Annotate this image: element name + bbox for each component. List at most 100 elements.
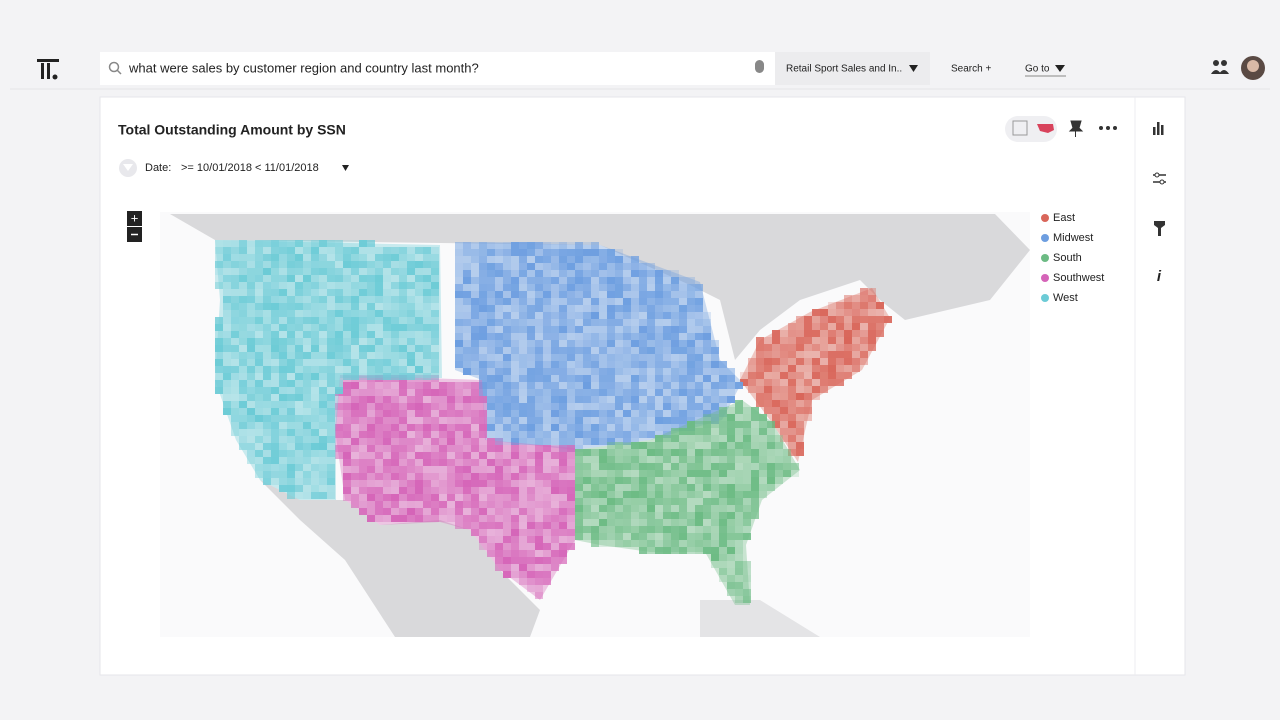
county: [591, 463, 599, 470]
county: [463, 487, 471, 494]
county: [551, 333, 559, 340]
county: [687, 326, 695, 333]
search-box[interactable]: [100, 52, 775, 85]
county: [431, 431, 439, 438]
county: [503, 550, 511, 557]
county: [463, 242, 471, 249]
chart-icon[interactable]: [1153, 122, 1164, 135]
users-icon[interactable]: [1211, 60, 1229, 74]
county: [295, 457, 303, 464]
goto-button[interactable]: Go to: [1025, 64, 1050, 75]
county: [383, 275, 391, 282]
county: [519, 564, 527, 571]
county: [559, 354, 567, 361]
county: [639, 270, 647, 277]
settings-icon[interactable]: [1153, 172, 1166, 185]
county: [255, 450, 263, 457]
county: [812, 372, 820, 379]
county: [487, 536, 495, 543]
county: [591, 533, 599, 540]
county: [287, 394, 295, 401]
county: [695, 417, 703, 424]
county: [247, 422, 255, 429]
county: [599, 533, 607, 540]
county: [639, 470, 647, 477]
county: [455, 501, 463, 508]
county: [263, 401, 271, 408]
county: [687, 547, 695, 554]
county: [287, 457, 295, 464]
filter-value[interactable]: >= 10/01/2018 < 11/01/2018: [181, 162, 319, 174]
county: [327, 352, 335, 359]
county: [287, 387, 295, 394]
county: [327, 247, 335, 254]
county: [431, 289, 439, 296]
county: [796, 428, 804, 435]
pin-icon[interactable]: [1068, 120, 1084, 137]
county: [351, 324, 359, 331]
county: [279, 366, 287, 373]
county: [639, 396, 647, 403]
county: [343, 366, 351, 373]
county: [631, 256, 639, 263]
county: [319, 359, 327, 366]
county: [575, 375, 583, 382]
mic-icon[interactable]: [755, 60, 764, 73]
county: [772, 386, 780, 393]
info-icon[interactable]: i: [1157, 268, 1162, 285]
county: [575, 533, 583, 540]
county: [623, 449, 631, 456]
county: [215, 352, 223, 359]
county: [519, 431, 527, 438]
county: [519, 543, 527, 550]
county: [671, 428, 679, 435]
county: [375, 508, 383, 515]
county: [639, 449, 647, 456]
county: [551, 256, 559, 263]
county: [591, 277, 599, 284]
county: [767, 470, 775, 477]
answer-title: Total Outstanding Amount by SSN: [118, 122, 346, 138]
county: [804, 316, 812, 323]
county: [375, 410, 383, 417]
county: [748, 358, 756, 365]
county: [759, 491, 767, 498]
county: [527, 354, 535, 361]
logo[interactable]: [37, 59, 59, 80]
county: [591, 505, 599, 512]
county: [423, 417, 431, 424]
zoom-in[interactable]: [127, 211, 142, 226]
county: [631, 368, 639, 375]
county: [679, 424, 687, 431]
county: [535, 389, 543, 396]
county: [247, 457, 255, 464]
county: [591, 410, 599, 417]
county: [567, 249, 575, 256]
county: [844, 344, 852, 351]
county: [359, 445, 367, 452]
county: [271, 338, 279, 345]
county: [663, 547, 671, 554]
county: [775, 477, 783, 484]
county: [599, 263, 607, 270]
county: [772, 379, 780, 386]
county: [303, 247, 311, 254]
county: [535, 368, 543, 375]
county: [495, 298, 503, 305]
county: [367, 317, 375, 324]
county: [415, 494, 423, 501]
map-icon: [1037, 124, 1054, 133]
format-icon[interactable]: [1154, 221, 1165, 236]
county: [271, 303, 279, 310]
county: [367, 275, 375, 282]
county: [860, 288, 868, 295]
more-icon[interactable]: [1099, 126, 1117, 130]
county: [687, 526, 695, 533]
county: [511, 263, 519, 270]
county: [343, 417, 351, 424]
source-dropdown[interactable]: [775, 52, 930, 85]
search-button[interactable]: Search +: [951, 64, 991, 75]
county: [543, 410, 551, 417]
county: [743, 470, 751, 477]
county: [583, 263, 591, 270]
